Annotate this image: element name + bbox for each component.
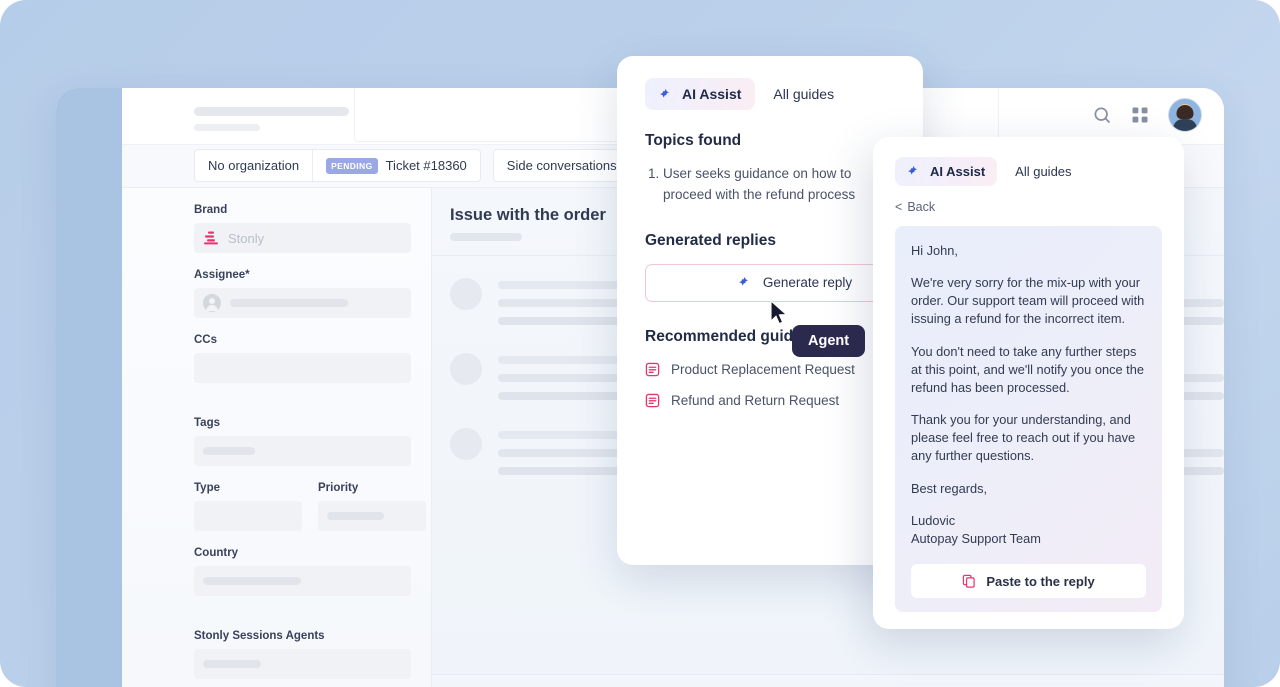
- tags-input[interactable]: [194, 436, 411, 466]
- list-item[interactable]: Refund and Return Request: [645, 393, 895, 408]
- guide-doc-icon: [645, 393, 660, 408]
- ai-assist-tabs: AI Assist All guides: [645, 78, 895, 110]
- field-priority: Priority: [318, 482, 426, 531]
- reply-paragraph: Hi John,: [911, 243, 958, 258]
- back-link-label: Back: [907, 200, 936, 214]
- reply-paragraph: Best regards,: [911, 480, 988, 496]
- assignee-input[interactable]: [194, 288, 411, 318]
- brand-input-value: Stonly: [228, 230, 265, 246]
- header-title-placeholder: [194, 107, 349, 116]
- tab-side-conversations-label: Side conversations: [506, 158, 617, 173]
- field-assignee: Assignee*: [194, 269, 411, 318]
- field-row-type-priority: Type Priority: [194, 482, 426, 547]
- chevron-left-icon: <: [895, 200, 903, 214]
- reply-paragraph: You don't need to take any further steps…: [911, 343, 1144, 395]
- reply-paragraph: Thank you for your understanding, and pl…: [911, 412, 1136, 464]
- tab-all-guides-label: All guides: [1015, 164, 1072, 179]
- field-ccs-label: CCs: [194, 334, 218, 346]
- list-item[interactable]: Product Replacement Request: [645, 362, 895, 377]
- header-actions: [1092, 98, 1202, 132]
- copy-icon: [963, 574, 976, 588]
- tab-all-guides[interactable]: All guides: [1003, 157, 1083, 186]
- ai-assist-tabs-front: AI Assist All guides: [895, 157, 1162, 186]
- agent-tooltip: Agent: [792, 325, 866, 357]
- guide-label: Refund and Return Request: [671, 392, 840, 408]
- tab-ticket[interactable]: PENDING Ticket #18360: [312, 150, 480, 181]
- avatar: [450, 278, 482, 310]
- country-input[interactable]: [194, 566, 411, 596]
- field-priority-label: Priority: [318, 482, 359, 494]
- field-tags-label: Tags: [194, 417, 220, 429]
- stonly-sessions-agents-input[interactable]: [194, 649, 411, 679]
- header-subtitle-placeholder: [194, 124, 260, 131]
- ai-assist-card-reply: AI Assist All guides < Back Hi John, We'…: [873, 137, 1184, 629]
- field-brand: Brand Stonly: [194, 204, 411, 253]
- field-country-label: Country: [194, 547, 239, 559]
- tab-no-organization[interactable]: No organization: [195, 150, 312, 181]
- recommended-guides-title: Recommended guides: [645, 327, 811, 345]
- public-reply-bar[interactable]: Public reply: [432, 674, 1224, 687]
- priority-value-placeholder: [327, 512, 384, 520]
- search-icon[interactable]: [1092, 105, 1112, 125]
- topics-found-list: User seeks guidance on how to proceed wi…: [645, 164, 895, 206]
- sparkle-icon: [660, 88, 670, 98]
- guide-doc-icon: [645, 362, 660, 377]
- ticket-properties-panel: Brand Stonly Assignee*: [122, 188, 432, 687]
- ccs-input[interactable]: [194, 353, 411, 383]
- conversation-title: Issue with the order: [450, 206, 606, 224]
- generated-replies-title: Generated replies: [645, 231, 776, 249]
- stonly-sessions-value-placeholder: [203, 660, 261, 668]
- tab-ai-assist[interactable]: AI Assist: [645, 78, 756, 110]
- field-stonly-sessions-agents-label: Stonly Sessions Agents: [194, 630, 325, 642]
- generate-reply-label: Generate reply: [762, 275, 853, 291]
- tab-side-conversations[interactable]: Side conversations: [494, 150, 630, 181]
- status-badge-pending: PENDING: [326, 157, 378, 174]
- back-link[interactable]: < Back: [895, 200, 1162, 214]
- mouse-cursor: [770, 300, 788, 325]
- sparkle-icon: [908, 165, 918, 175]
- paste-to-reply-label: Paste to the reply: [986, 573, 1095, 589]
- field-brand-label: Brand: [194, 204, 228, 216]
- conversation-subtitle-placeholder: [450, 233, 522, 241]
- country-value-placeholder: [203, 577, 301, 585]
- tab-all-guides-label: All guides: [773, 86, 835, 102]
- tab-ai-assist-label: AI Assist: [930, 164, 986, 179]
- field-stonly-sessions-agents: Stonly Sessions Agents: [194, 630, 411, 679]
- guide-label: Product Replacement Request: [671, 361, 855, 377]
- field-type-label: Type: [194, 482, 220, 494]
- field-type: Type: [194, 482, 302, 531]
- reply-paragraph: We're very sorry for the mix-up with you…: [911, 275, 1145, 327]
- paste-to-reply-button[interactable]: Paste to the reply: [911, 564, 1146, 598]
- tab-ai-assist[interactable]: AI Assist: [895, 157, 998, 186]
- avatar: [450, 428, 482, 460]
- priority-input[interactable]: [318, 501, 426, 531]
- tab-all-guides[interactable]: All guides: [761, 78, 846, 110]
- assignee-value-placeholder: [230, 299, 348, 307]
- grid-apps-icon[interactable]: [1130, 105, 1150, 125]
- tab-group-primary: No organization PENDING Ticket #18360: [194, 149, 481, 182]
- tags-value-placeholder: [203, 447, 255, 455]
- reply-signature-name: Ludovic: [911, 512, 956, 528]
- type-input[interactable]: [194, 501, 302, 531]
- field-tags: Tags: [194, 417, 411, 466]
- brand-input[interactable]: Stonly: [194, 223, 411, 253]
- tab-ticket-label: Ticket #18360: [385, 158, 467, 173]
- person-icon: [203, 294, 221, 312]
- field-assignee-label: Assignee*: [194, 269, 250, 281]
- user-avatar[interactable]: [1168, 98, 1202, 132]
- list-item: User seeks guidance on how to proceed wi…: [663, 164, 895, 206]
- field-ccs: CCs: [194, 334, 411, 383]
- reply-signature-team: Autopay Support Team: [911, 530, 1041, 546]
- app-nav-rail[interactable]: [56, 88, 122, 687]
- topics-found-title: Topics found: [645, 132, 742, 149]
- tab-ai-assist-label: AI Assist: [682, 86, 742, 102]
- sparkle-icon: [739, 277, 748, 287]
- tab-no-organization-label: No organization: [208, 158, 300, 173]
- stonly-brand-icon: [204, 231, 218, 245]
- avatar: [450, 353, 482, 385]
- generated-reply-body: Hi John, We're very sorry for the mix-up…: [895, 226, 1162, 612]
- field-country: Country: [194, 547, 411, 596]
